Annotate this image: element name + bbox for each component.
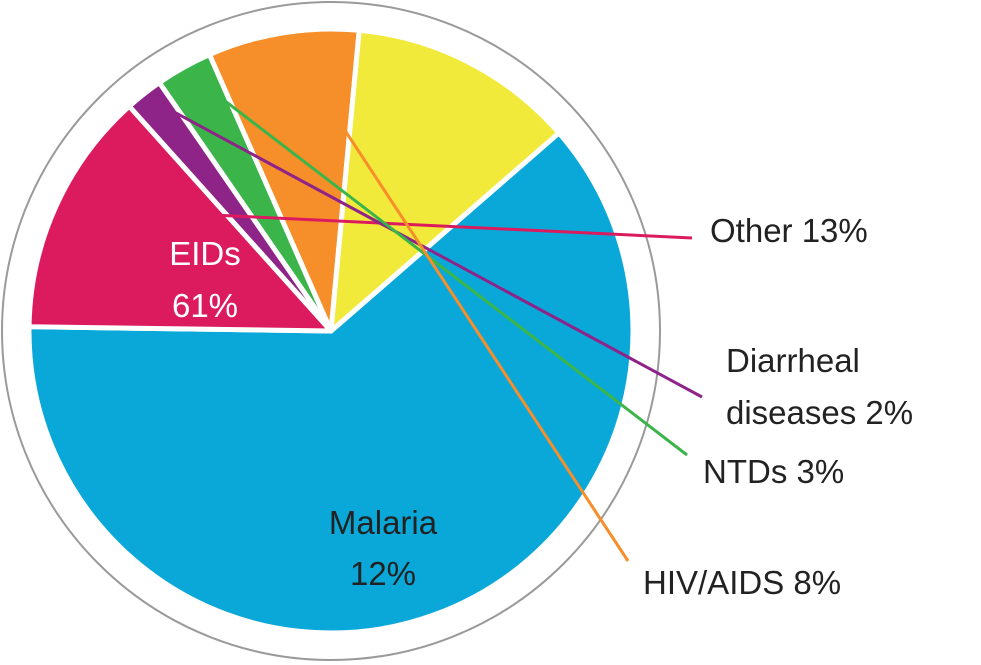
label-eids-name: EIDs [169, 235, 241, 272]
leader-lines [59, 35, 703, 562]
label-malaria-name: Malaria [329, 504, 438, 541]
leader-line-diarrheal-diseases [145, 95, 703, 399]
pie-slice-malaria [328, 27, 562, 334]
pie-slice-eids [26, 130, 636, 636]
label-malaria-value: 12% [350, 555, 416, 592]
leader-line-other [59, 206, 693, 240]
label-hiv-aids: HIV/AIDS 8% [643, 564, 841, 601]
label-ntds: NTDs 3% [703, 453, 844, 490]
slice-labels: EIDs 61% Malaria 12% Other 13% Diarrheal… [169, 212, 913, 601]
label-diarrheal-line2: diseases 2% [726, 394, 913, 431]
pie-slice-other [26, 103, 334, 334]
leader-line-hiv-aids [282, 35, 630, 562]
leader-line-ntds [184, 69, 688, 457]
label-diarrheal-line1: Diarrheal [726, 342, 860, 379]
label-eids-value: 61% [172, 287, 238, 324]
pie-slice-hiv-aids [206, 26, 362, 334]
pie-slices [26, 26, 636, 636]
label-other: Other 13% [710, 212, 868, 249]
